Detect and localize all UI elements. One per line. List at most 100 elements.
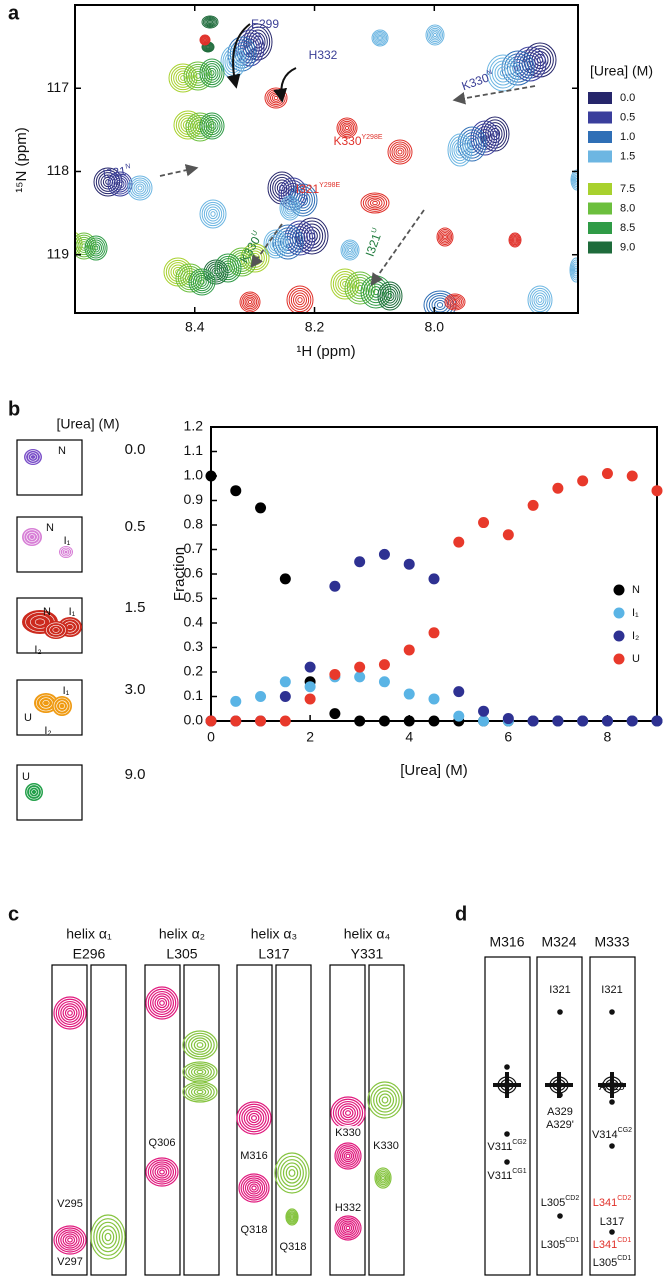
peak-dot [609,1143,615,1149]
contour [451,138,469,162]
contour [31,789,37,795]
contour [241,1105,267,1131]
peak-label: V314CG2 [592,1127,632,1141]
data-point [552,482,564,494]
label-text: L305 [593,1257,617,1269]
inset-header: [Urea] (M) [57,416,120,432]
peak-label: K330 [373,1140,399,1152]
data-point [354,556,366,568]
contour [472,123,498,153]
contour [199,58,225,88]
contour [343,1223,353,1233]
contour [284,201,296,215]
contour [88,239,104,257]
peak-label: V297 [57,1256,83,1268]
contour [375,33,385,43]
inset-peak [25,783,43,801]
contour [387,293,393,299]
contour [335,273,355,295]
cross-peak [493,1072,521,1098]
data-point [230,715,242,727]
contour [297,297,303,303]
label-text: I321 [296,182,320,196]
contour [489,57,517,89]
contour [572,263,578,277]
contour [185,1063,215,1081]
contour [433,32,437,38]
contour [573,265,578,275]
contour [195,275,209,289]
contour [339,120,355,136]
contour [188,268,216,296]
contour [75,231,83,257]
contour [188,1035,212,1055]
legend-label: I₁ [632,607,639,619]
contour [53,1225,87,1255]
legend-label: U [632,653,640,665]
contour [369,199,381,207]
contour [336,1144,360,1168]
contour [340,239,360,261]
peak-label: V295 [57,1198,83,1210]
contour [241,293,259,311]
data-point [601,715,613,727]
contour [240,243,270,273]
strip [484,956,531,1276]
contour [527,285,553,313]
contour [499,69,507,77]
contour [197,277,207,287]
contour [552,1079,566,1091]
data-point [378,548,390,560]
label-text: L317 [600,1216,624,1228]
contour [345,1153,351,1159]
contour [238,1103,270,1133]
contour [145,1157,179,1187]
contour [504,53,532,83]
contour [362,194,388,212]
contour [52,627,60,633]
contour [23,529,41,545]
contour [202,37,208,43]
contour [42,700,50,706]
contour [208,208,218,220]
contour [67,1237,73,1243]
data-point [403,558,415,570]
contour [202,37,208,43]
contour [101,1229,115,1245]
contour [282,199,298,217]
peak-label: K330Y298E [333,134,382,148]
contour [57,1000,83,1026]
contour [509,233,521,247]
contour [91,243,101,253]
contour [185,63,211,89]
inset-box [16,679,83,736]
contour [337,1103,359,1123]
inset-label: I₁ [64,535,71,547]
contour [425,24,445,46]
contour [213,269,219,275]
contour [285,185,301,203]
contour [190,1086,210,1098]
legend-swatch [588,202,612,215]
contour [459,129,485,159]
peak-label: K330N [460,69,496,94]
peak-dot [609,1009,615,1015]
data-point [279,573,291,585]
contour [335,1100,361,1126]
y-tick-label: 0.7 [184,540,204,556]
contour [288,1212,296,1222]
contour [439,230,451,244]
y-tick-label: 1.0 [184,467,204,483]
legend-label: 1.5 [620,150,635,162]
contour [180,75,186,81]
contour [147,1159,177,1185]
contour [98,172,118,192]
contour [26,531,38,543]
contour [381,1096,389,1104]
contour [271,94,281,102]
legend-label: I₂ [632,630,639,642]
data-point [329,708,341,720]
contour [187,114,213,140]
contour [397,149,403,155]
contour [86,237,106,259]
